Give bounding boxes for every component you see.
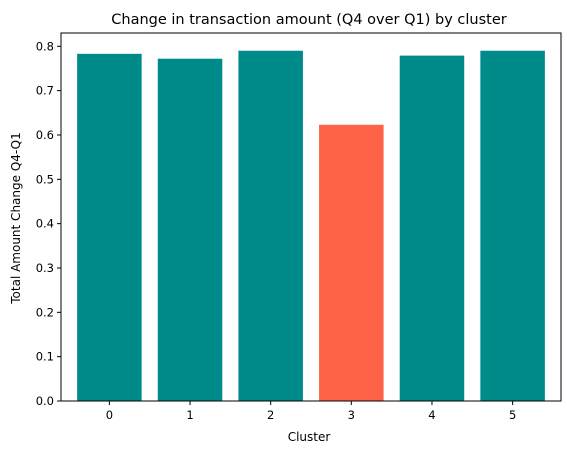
y-tick-label: 0.6: [36, 128, 54, 142]
y-tick-label: 0.0: [36, 394, 54, 408]
x-axis-label: Cluster: [288, 430, 331, 444]
x-tick-label: 1: [186, 408, 193, 422]
y-tick-label: 0.2: [36, 305, 54, 319]
bar-cluster-3: [319, 124, 384, 401]
plot-frame: [60, 32, 562, 402]
bars-group: [77, 50, 545, 402]
x-tick-label: 5: [509, 408, 516, 422]
x-tick-label: 3: [348, 408, 355, 422]
y-tick-label: 0.1: [36, 350, 54, 364]
y-tick-label: 0.5: [36, 172, 54, 186]
y-tick-label: 0.8: [36, 39, 54, 53]
x-tick-label: 4: [428, 408, 435, 422]
y-tick-label: 0.3: [36, 261, 54, 275]
bar-cluster-5: [480, 50, 545, 402]
bar-cluster-1: [157, 58, 223, 401]
x-tick-label: 0: [106, 408, 113, 422]
bar-cluster-2: [238, 50, 303, 402]
y-axis-label: Total Amount Change Q4-Q1: [9, 132, 23, 305]
chart-title: Change in transaction amount (Q4 over Q1…: [111, 12, 507, 28]
y-tick-label: 0.4: [36, 217, 54, 231]
bar-cluster-4: [399, 55, 465, 401]
bar-cluster-0: [77, 53, 142, 401]
y-axis-ticks: 0.0 0.1 0.2 0.3 0.4 0.5 0.6 0.7 0.8: [36, 39, 61, 408]
x-tick-label: 2: [267, 408, 274, 422]
y-tick-label: 0.7: [36, 84, 54, 98]
x-axis-ticks: 0 1 2 3 4 5: [106, 401, 516, 422]
